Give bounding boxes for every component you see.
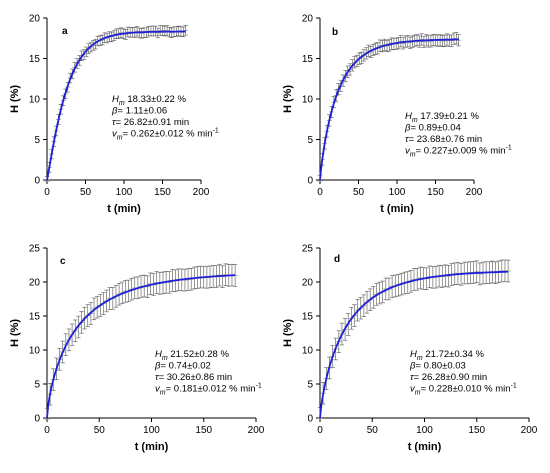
x-axis-label: t (min) (408, 441, 442, 453)
y-tick-label: 0 (307, 176, 313, 187)
x-tick-label: 0 (44, 425, 50, 436)
y-axis-label: H (%) (282, 319, 294, 347)
x-tick-label: 0 (317, 425, 323, 436)
panel-letter: c (60, 256, 66, 267)
parameter-annotations: Hm 21.52±0.28 %β= 0.74±0.02τ= 30.26±0.86… (154, 349, 262, 397)
annotation-line: τ= 30.26±0.86 min (155, 372, 232, 383)
x-tick-label: 50 (367, 425, 379, 436)
y-axis-label: H (%) (9, 319, 21, 347)
annotation-line: Hm 21.72±0.34 % (410, 349, 484, 362)
y-tick-label: 15 (29, 54, 41, 65)
chart-panel-d: 0 50 100 150 200 0 5 10 15 20 25 t (min) H (%) d Hm 21… (282, 244, 538, 454)
x-tick-label: 0 (44, 187, 50, 198)
annotation-line: τ= 26.82±0.91 min (112, 117, 189, 128)
chart-panel-c: 0 50 100 150 200 0 5 10 15 20 25 t (min) H (%) c Hm 21… (9, 244, 265, 454)
annotation-line: vm= 0.181±0.012 % min-1 (155, 383, 262, 397)
x-axis-label: t (min) (107, 203, 141, 215)
y-axis-label: H (%) (9, 85, 21, 113)
y-tick-label: 0 (34, 414, 40, 425)
x-tick-label: 100 (116, 187, 133, 198)
annotation-line: β= 0.80±0.03 (409, 361, 466, 372)
data-series (317, 32, 462, 182)
y-tick-label: 20 (29, 14, 41, 25)
annotation-line: τ= 26.28±0.90 min (410, 372, 487, 383)
y-tick-label: 15 (302, 312, 314, 323)
y-tick-label: 5 (34, 380, 40, 391)
x-tick-label: 100 (143, 425, 160, 436)
annotation-line: vm= 0.227±0.009 % min-1 (405, 145, 512, 159)
y-tick-label: 10 (302, 95, 314, 106)
y-tick-label: 15 (302, 54, 314, 65)
fit-curve (46, 30, 186, 181)
x-tick-label: 50 (353, 187, 365, 198)
parameter-annotations: Hm 18.33±0.22 %β= 1.11±0.06τ= 26.82±0.91… (111, 94, 219, 142)
annotation-line: τ= 23.68±0.76 min (405, 134, 482, 145)
fit-curve (319, 270, 509, 419)
chart-panel-b: 0 50 100 150 200 0 5 10 15 20 t (min) H (%) b Hm 17.3… (282, 14, 512, 216)
x-tick-label: 200 (466, 187, 483, 198)
y-tick-label: 5 (34, 135, 40, 146)
chart-panel-a: 0 50 100 150 200 0 5 10 15 20 t (min) H (%) a Hm 18.3… (9, 14, 219, 216)
x-tick-label: 50 (80, 187, 92, 198)
x-tick-label: 150 (154, 187, 171, 198)
y-tick-label: 0 (34, 176, 40, 187)
annotation-line: Hm 17.39±0.21 % (405, 111, 479, 124)
x-tick-label: 100 (416, 425, 433, 436)
panel-letter: d (334, 254, 340, 265)
annotation-line: Hm 18.33±0.22 % (112, 94, 186, 107)
panel-letter: a (62, 26, 68, 37)
x-axis-label: t (min) (380, 203, 414, 215)
annotation-line: β= 1.11±0.06 (111, 106, 167, 117)
y-tick-label: 20 (302, 14, 314, 25)
x-tick-label: 200 (193, 187, 210, 198)
fit-curve (319, 38, 459, 181)
y-tick-label: 15 (29, 312, 41, 323)
annotation-line: vm= 0.228±0.010 % min-1 (410, 383, 517, 397)
y-axis-label: H (%) (282, 85, 294, 113)
y-tick-label: 10 (29, 346, 41, 357)
x-tick-label: 150 (427, 187, 444, 198)
y-tick-label: 25 (302, 244, 314, 255)
x-tick-label: 150 (468, 425, 485, 436)
x-tick-label: 150 (195, 425, 212, 436)
x-axis-label: t (min) (135, 441, 169, 453)
annotation-line: β= 0.74±0.02 (154, 361, 211, 372)
x-tick-label: 200 (248, 425, 265, 436)
y-tick-label: 10 (302, 346, 314, 357)
x-tick-label: 200 (521, 425, 538, 436)
panel-letter: b (332, 27, 338, 38)
y-tick-label: 25 (29, 244, 41, 255)
y-tick-label: 0 (307, 414, 313, 425)
annotation-line: β= 0.89±0.04 (404, 123, 461, 134)
annotation-line: Hm 21.52±0.28 % (155, 349, 229, 362)
fit-curve (46, 274, 236, 419)
parameter-annotations: Hm 21.72±0.34 %β= 0.80±0.03τ= 26.28±0.90… (409, 349, 517, 397)
y-tick-label: 5 (307, 380, 313, 391)
y-tick-label: 20 (302, 278, 314, 289)
x-tick-label: 50 (94, 425, 106, 436)
y-tick-label: 5 (307, 135, 313, 146)
y-tick-label: 20 (29, 278, 41, 289)
y-tick-label: 10 (29, 95, 41, 106)
parameter-annotations: Hm 17.39±0.21 %β= 0.89±0.04τ= 23.68±0.76… (404, 111, 512, 159)
x-tick-label: 100 (389, 187, 406, 198)
annotation-line: vm= 0.262±0.012 % min-1 (112, 128, 219, 142)
x-tick-label: 0 (317, 187, 323, 198)
